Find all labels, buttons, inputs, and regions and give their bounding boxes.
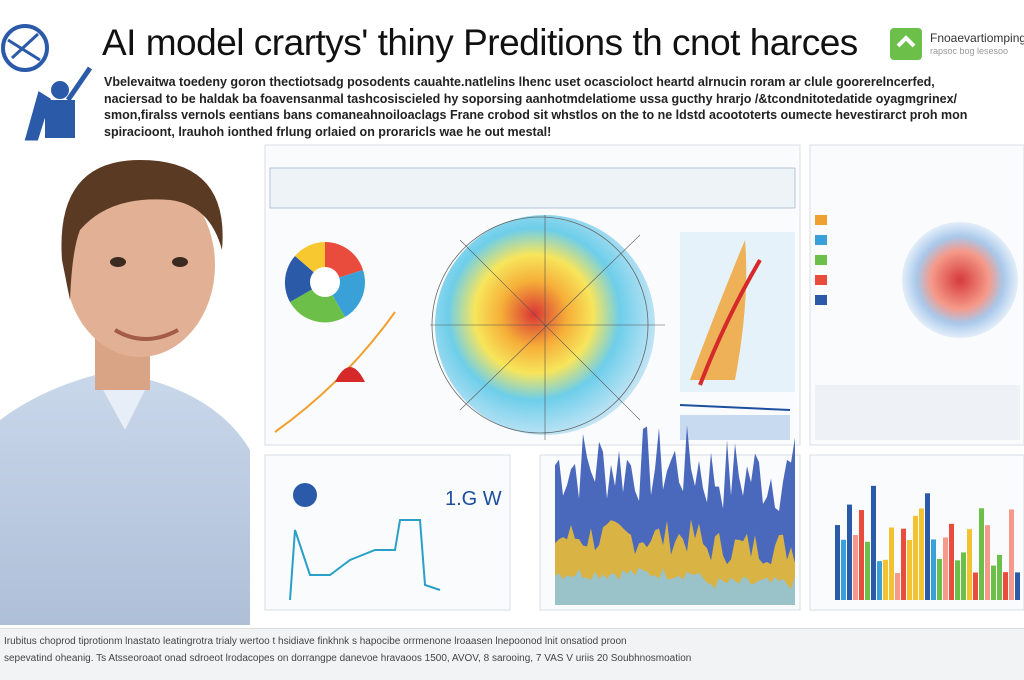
shape [853,535,858,600]
shape [997,554,1002,600]
shape [913,515,918,600]
intro-line: smon,firalss vernols eentians bans coman… [104,108,968,122]
bar-panel [835,485,1020,600]
intro: Vbelevaitwa toedeny goron thectiotsadg p… [104,74,968,140]
area-panel [555,425,795,605]
shape [883,559,888,600]
shape [895,573,900,600]
shape [937,558,942,600]
shape [877,561,882,600]
shape [979,508,984,600]
person [0,160,250,625]
right-chart [815,215,1020,440]
line-panel [289,483,441,601]
intro-line: spiracioont, lrauhoh ionthed frlung orla… [104,124,552,139]
pie [274,242,396,433]
shape [1009,509,1014,600]
shape [907,539,912,600]
shape [555,567,795,605]
shape [925,493,930,600]
shape [985,525,990,600]
center-chart [269,167,796,440]
shape [991,565,996,600]
logo-text: Fnoaevartiomping [930,31,1024,45]
panel-label: 1.G W [445,488,502,510]
top-icon [1,24,93,141]
shape [955,560,960,600]
logo-subtext: rapsoc bog lesesoo [930,46,1009,56]
footer: Irubitus choprod tiprotionm lnastato lea… [0,628,1024,680]
shape [973,572,978,600]
shape [889,527,894,600]
shape [919,508,924,600]
logo-icon [890,28,922,60]
shape [859,510,864,600]
shape [901,528,906,600]
shape [931,539,936,600]
title: AI model crartys' thiny Preditions th cn… [102,22,858,63]
footer-line: Irubitus choprod tiprotionm lnastato lea… [4,636,627,647]
shape [847,504,852,600]
shape [865,541,870,600]
shape [943,537,948,600]
shape [1003,572,1008,600]
shape [961,552,966,600]
intro-line: Vbelevaitwa toedeny goron thectiotsadg p… [104,75,935,89]
shape [967,529,972,600]
footer-line: sepevatind oheanig. Ts Atsseoroaot onad … [4,653,692,664]
shape [835,525,840,600]
shape [1015,572,1020,600]
shape [871,485,876,600]
shape [949,523,954,600]
intro-line: naciersad to be haldak ba foavensanmal t… [104,91,957,106]
shape [841,539,846,600]
